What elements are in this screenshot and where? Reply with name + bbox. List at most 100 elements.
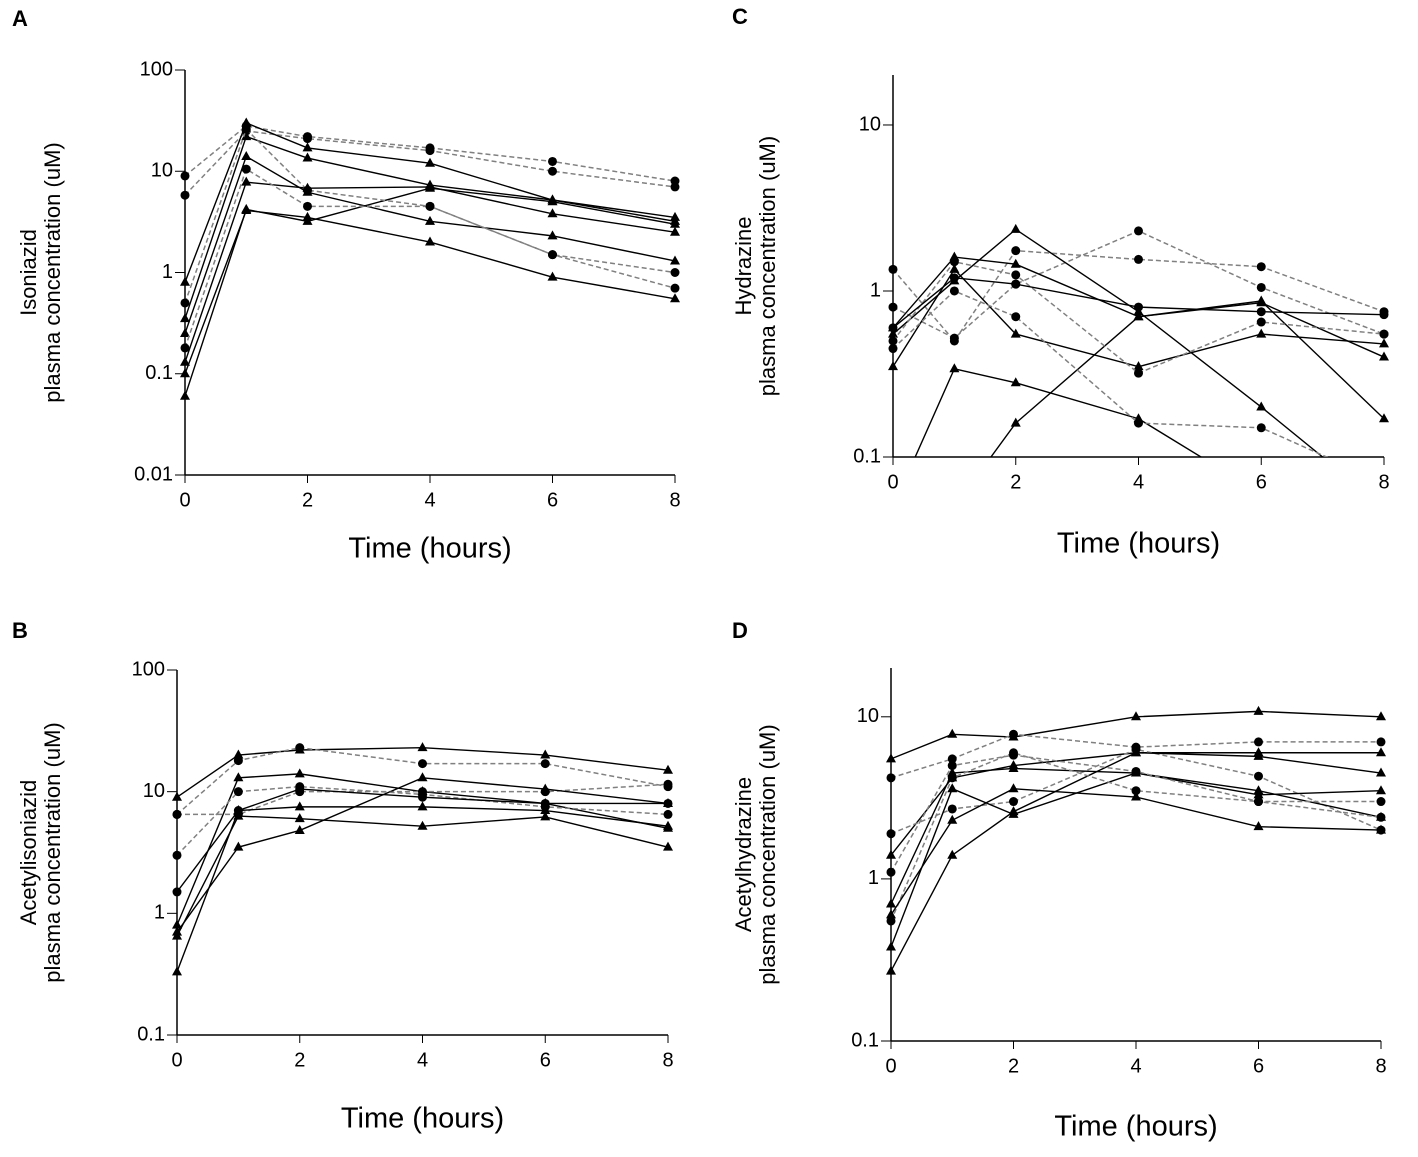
data-point xyxy=(1379,413,1389,423)
data-point xyxy=(1008,762,1019,772)
data-point xyxy=(547,230,558,240)
series-line xyxy=(890,733,1381,779)
plot-area xyxy=(180,117,680,400)
data-point xyxy=(295,784,305,794)
y-tick-label: 10 xyxy=(859,113,881,135)
data-point xyxy=(1379,351,1389,361)
series-line xyxy=(892,277,1385,329)
data-point xyxy=(1253,750,1264,760)
data-point xyxy=(418,792,427,802)
data-point xyxy=(1011,279,1021,289)
data-point xyxy=(303,134,312,144)
y-axis-label: Hydrazine xyxy=(731,216,756,315)
y-tick-label: 1 xyxy=(162,261,173,283)
data-point xyxy=(663,841,673,851)
data-point xyxy=(888,328,898,338)
data-point xyxy=(180,368,190,378)
series-line xyxy=(184,167,676,349)
data-point xyxy=(1010,328,1021,338)
series-line xyxy=(176,746,669,815)
data-point xyxy=(172,791,182,801)
data-point xyxy=(302,152,313,162)
data-point xyxy=(1010,377,1021,387)
data-point xyxy=(663,809,673,819)
data-point xyxy=(233,749,244,759)
data-point xyxy=(1376,797,1386,807)
x-tick-label: 0 xyxy=(887,471,898,493)
data-point xyxy=(172,850,182,860)
x-tick-label: 2 xyxy=(1008,1055,1019,1077)
data-point xyxy=(180,190,190,200)
data-point xyxy=(303,201,312,211)
data-point xyxy=(947,728,958,738)
data-point xyxy=(1253,705,1264,715)
data-point xyxy=(241,164,251,174)
x-tick-label: 8 xyxy=(1378,471,1389,493)
data-point xyxy=(1256,423,1266,433)
x-tick-label: 2 xyxy=(302,489,313,511)
y-tick-label: 0.1 xyxy=(851,1029,879,1051)
series-line xyxy=(892,249,1385,343)
data-point xyxy=(295,743,305,753)
data-point xyxy=(1131,786,1141,796)
x-tick-label: 4 xyxy=(417,1049,428,1071)
series-line xyxy=(176,806,669,973)
data-point xyxy=(233,772,244,782)
data-point xyxy=(172,887,182,897)
x-tick-label: 0 xyxy=(885,1055,896,1077)
x-tick-label: 4 xyxy=(424,489,435,511)
data-point xyxy=(180,390,190,400)
x-tick-label: 2 xyxy=(1010,471,1021,493)
data-point xyxy=(1134,302,1143,312)
y-tick-label: 10 xyxy=(151,160,173,182)
data-point xyxy=(172,930,182,940)
y-tick-label: 0.1 xyxy=(145,362,173,384)
data-point xyxy=(540,759,550,769)
data-point xyxy=(180,356,190,366)
data-point xyxy=(1254,771,1263,781)
data-point xyxy=(947,773,957,783)
data-point xyxy=(172,809,182,819)
data-point xyxy=(886,773,896,783)
data-point xyxy=(1009,750,1018,760)
series-line xyxy=(184,187,676,397)
data-point xyxy=(1256,295,1267,305)
data-point xyxy=(1256,317,1266,327)
data-point xyxy=(1011,312,1021,322)
x-tick-label: 2 xyxy=(294,1049,305,1071)
y-axis-label: plasma concentration (uM) xyxy=(755,136,780,396)
data-point xyxy=(540,798,550,808)
data-point xyxy=(1008,806,1019,816)
data-point xyxy=(888,501,898,510)
data-point xyxy=(548,166,557,176)
data-point xyxy=(1256,307,1266,317)
data-point xyxy=(1134,368,1143,378)
data-point xyxy=(888,336,898,346)
data-point xyxy=(947,814,958,824)
data-point xyxy=(1009,729,1018,739)
y-tick-label: 1 xyxy=(154,902,165,924)
series-line xyxy=(184,181,676,363)
data-point xyxy=(1376,767,1386,777)
data-point xyxy=(1253,821,1264,831)
panel-letter: D xyxy=(732,618,748,643)
data-point xyxy=(1134,254,1143,264)
data-point xyxy=(302,142,313,152)
data-point xyxy=(1379,310,1389,320)
data-point xyxy=(1008,783,1019,793)
data-point xyxy=(233,810,244,820)
data-point xyxy=(947,761,957,771)
data-point xyxy=(180,171,190,181)
data-point xyxy=(294,768,305,778)
x-axis-label: Time (hours) xyxy=(348,533,511,565)
x-axis-label: Time (hours) xyxy=(1057,528,1220,560)
data-point xyxy=(1256,328,1267,338)
series-line xyxy=(890,710,1382,760)
x-tick-label: 8 xyxy=(1375,1055,1386,1077)
y-tick-label: 0.1 xyxy=(853,445,881,467)
series-line xyxy=(176,785,669,856)
data-point xyxy=(294,824,305,834)
data-point xyxy=(670,268,680,277)
data-point xyxy=(1376,785,1386,795)
